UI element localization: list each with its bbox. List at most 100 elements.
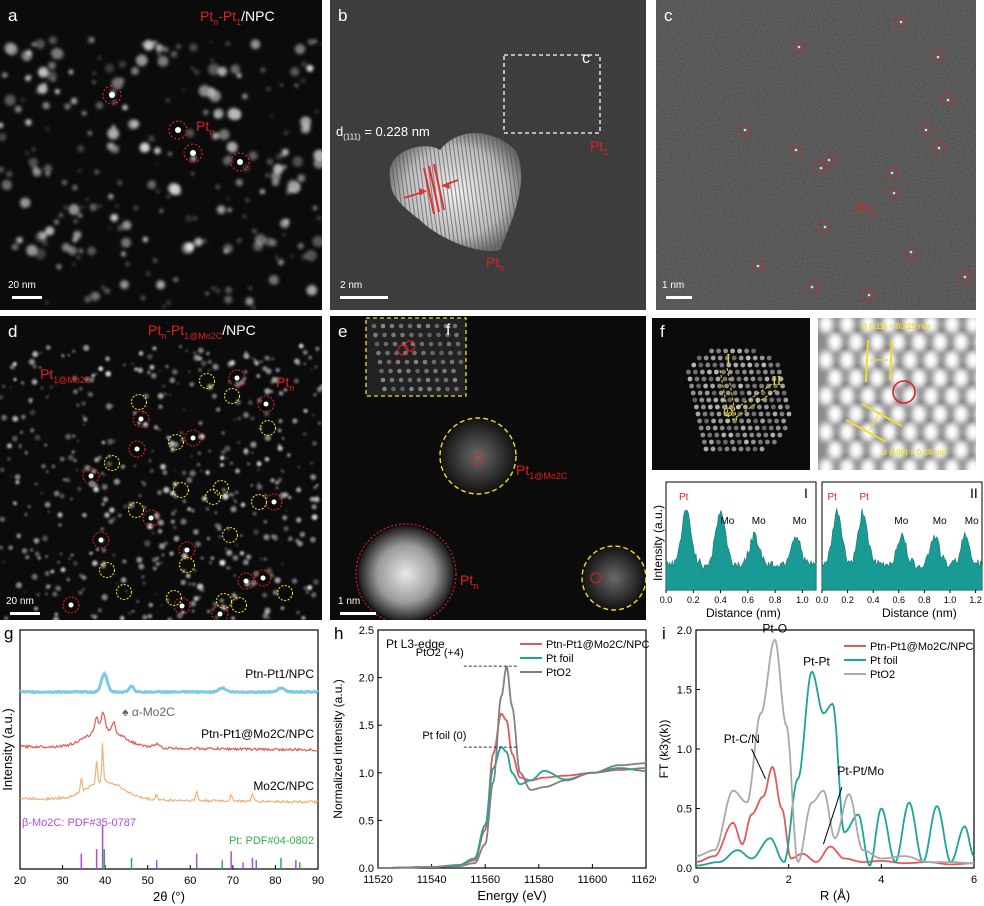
profile-tick-label-right: 0.6 bbox=[893, 595, 906, 605]
chart-frame bbox=[377, 629, 647, 869]
ptn-particle bbox=[358, 526, 454, 620]
xanes-ytick-label: 1.0 bbox=[359, 768, 374, 780]
panel-i-letter: i bbox=[662, 624, 666, 643]
profile-xlabel-right: Distance (nm) bbox=[882, 606, 957, 620]
xanes-ytick-label: 2.0 bbox=[359, 673, 374, 685]
profile-area-left bbox=[665, 509, 817, 591]
exafs-xtick-label: 4 bbox=[878, 874, 884, 886]
xanes-title: Pt L3-edge bbox=[386, 637, 445, 651]
panel-f-profiles: 0.0 0.2 0.4 0.6 0.8 1.0 I Pt Mo Mo Mo 0.0 0.2 0.4 0.6 0… bbox=[646, 476, 984, 622]
panel-h-letter: h bbox=[334, 624, 344, 643]
xrd-xtick-label: 60 bbox=[184, 875, 196, 887]
xrd-series bbox=[19, 711, 319, 752]
profile-tick-label-left: 0.0 bbox=[660, 595, 673, 605]
profile-ylabel: Intensity (a.u.) bbox=[651, 504, 665, 582]
panel-e-letter: e bbox=[338, 322, 348, 341]
panel-f-filtered-image bbox=[819, 318, 976, 470]
exafs-annotation-line bbox=[822, 786, 843, 845]
panel-c-scale-text: 1 nm bbox=[662, 280, 685, 291]
panel-d-ptn-label: Ptn bbox=[276, 374, 295, 393]
exafs-ytick-label: 2.0 bbox=[677, 625, 692, 637]
xanes-xtick-label: 11600 bbox=[578, 874, 608, 886]
xrd-series bbox=[19, 743, 319, 805]
profile-peak-label-left: Mo bbox=[720, 516, 734, 527]
xrd-xtick-label: 50 bbox=[142, 875, 154, 887]
panel-e-ptn-label: Ptn bbox=[460, 572, 479, 591]
xrd-annotation: β-Mo2C: PDF#35-0787 bbox=[22, 817, 136, 829]
panel-a-title: Ptn-Pt1/NPC bbox=[200, 8, 275, 27]
panel-e-pt1mo-label: Pt1@Mo2C bbox=[516, 462, 568, 481]
profile-roman-right: II bbox=[970, 485, 978, 501]
panel-f-line-1: I bbox=[726, 352, 731, 367]
panel-i: 0 2 4 6 0.0 0.5 1.0 1.5 2.0 R (Å) FT (k3χ(k)) Ptn-P… bbox=[656, 622, 984, 906]
xanes-ytick-label: 0.5 bbox=[359, 815, 374, 827]
exafs-legend-label: Pt foil bbox=[870, 655, 898, 667]
xanes-annotation: PtO2 (+4) bbox=[416, 647, 464, 659]
xanes-ytick-label: 1.5 bbox=[359, 720, 374, 732]
profile-tick-label-left: 0.2 bbox=[687, 595, 700, 605]
xanes-ytick-label: 0.0 bbox=[359, 863, 374, 875]
panel-a: a Ptn-Pt1/NPC Ptn 20 nm bbox=[0, 0, 322, 310]
exafs-ytick-label: 1.5 bbox=[677, 685, 692, 697]
profile-tick-label-left: 0.8 bbox=[769, 595, 782, 605]
exafs-xtick-label: 6 bbox=[971, 874, 977, 886]
panel-e-scalebar bbox=[340, 612, 376, 615]
profile-roman-left: I bbox=[804, 485, 808, 501]
profile-tick-label-right: 1.0 bbox=[944, 595, 957, 605]
exafs-chart: 0 2 4 6 0.0 0.5 1.0 1.5 2.0 R (Å) FT (k3χ(k)) Ptn-P… bbox=[657, 622, 977, 903]
profile-tick-label-right: 0.8 bbox=[918, 595, 931, 605]
chart-frame bbox=[695, 629, 975, 869]
panel-b-scalebar bbox=[340, 296, 388, 299]
xrd-ylabel: Intensity (a.u.) bbox=[0, 708, 15, 790]
panel-b: b c d(111) = 0.228 nm Pt1 Ptn 2 nm bbox=[330, 0, 646, 310]
xanes-xtick-label: 11580 bbox=[524, 874, 554, 886]
panel-f-stem-image bbox=[686, 348, 792, 452]
panel-g-letter: g bbox=[4, 624, 14, 643]
panel-e: e f Pt1@Mo2C Ptn 1 nm bbox=[330, 316, 646, 620]
profile-area-right bbox=[821, 508, 983, 591]
xrd-xtick-label: 90 bbox=[312, 875, 324, 887]
panel-f-d111: d (111) = 0.229 nm bbox=[862, 322, 931, 331]
xanes-xlabel: Energy (eV) bbox=[477, 888, 546, 903]
panel-a-letter: a bbox=[8, 6, 18, 25]
panel-b-d-spacing: d(111) = 0.228 nm bbox=[336, 124, 430, 142]
exafs-xtick-label: 0 bbox=[693, 874, 699, 886]
exafs-annotation: Pt-Pt bbox=[803, 655, 830, 669]
panel-d-micrograph bbox=[0, 343, 322, 620]
panel-c-pt1-label: Pt1 bbox=[856, 200, 875, 219]
panel-d-letter: d bbox=[8, 322, 18, 341]
profile-tick-label-right: 0.2 bbox=[841, 595, 854, 605]
profile-peak-label-right: Pt bbox=[860, 492, 870, 503]
xanes-annotation: Pt foil (0) bbox=[422, 730, 466, 742]
panel-a-scale-text: 20 nm bbox=[8, 280, 36, 291]
profile-peak-label-left: Pt bbox=[679, 492, 689, 503]
exafs-series bbox=[696, 670, 975, 867]
panel-a-micrograph bbox=[0, 36, 322, 310]
panel-f-line-2: II bbox=[772, 374, 782, 389]
xrd-xtick-label: 20 bbox=[14, 875, 26, 887]
exafs-annotation: Pt-O bbox=[762, 622, 787, 635]
panel-b-ptn-label: Ptn bbox=[486, 254, 505, 273]
panel-c: c Pt1 1 nm bbox=[656, 0, 976, 310]
xrd-xtick-label: 80 bbox=[269, 875, 281, 887]
exafs-annotation: Pt-Pt/Mo bbox=[837, 764, 884, 778]
profile-peak-label-right: Pt bbox=[828, 492, 838, 503]
panel-b-micrograph bbox=[389, 54, 601, 251]
profile-tick-label-right: 0.0 bbox=[816, 595, 829, 605]
xanes-xtick-label: 11520 bbox=[363, 874, 393, 886]
panel-f-stem: f I II bbox=[652, 318, 810, 470]
panel-b-letter: b bbox=[338, 6, 348, 25]
xrd-series-label: Mo2C/NPC bbox=[253, 779, 314, 793]
panel-f-d100: d (100) = 0.26 nm bbox=[882, 448, 947, 457]
panel-d-scalebar bbox=[10, 612, 40, 615]
xanes-xtick-label: 11560 bbox=[470, 874, 500, 886]
xanes-xtick-label: 11540 bbox=[417, 874, 447, 886]
profile-tick-label-right: 0.4 bbox=[867, 595, 880, 605]
xrd-xtick-label: 40 bbox=[99, 875, 111, 887]
exafs-annotation: Pt-C/N bbox=[724, 732, 760, 746]
panel-e-micrograph bbox=[355, 317, 646, 620]
exafs-series bbox=[695, 638, 974, 865]
